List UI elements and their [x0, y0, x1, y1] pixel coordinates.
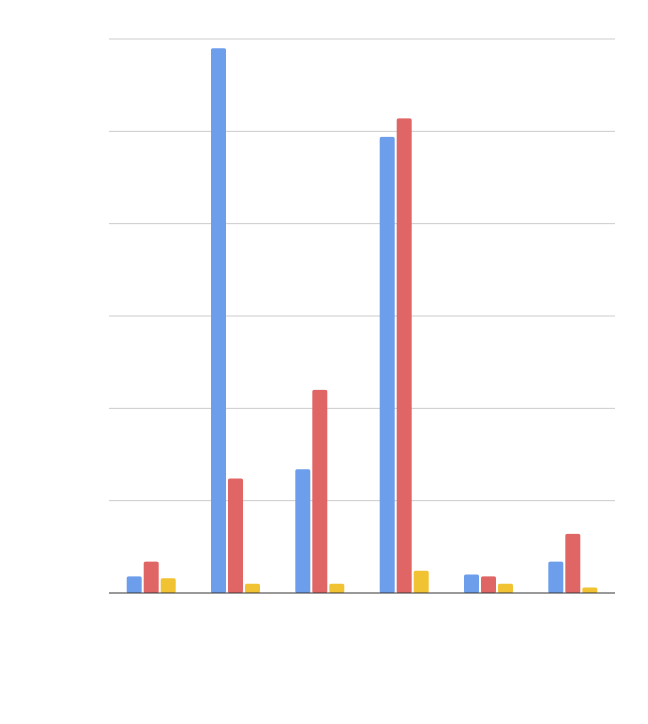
bar-series-2-category-2: [228, 478, 243, 593]
bar-series-1-category-4: [379, 136, 395, 593]
bar-series-1-category-6: [548, 561, 564, 593]
bar-series-3-category-4: [413, 570, 429, 593]
bar-series-3-category-3: [329, 583, 345, 593]
bar-series-3-category-5: [498, 583, 513, 593]
bar-series-2-category-4: [396, 118, 412, 594]
bar-series-3-category-1: [160, 578, 176, 593]
bar-series-1-category-2: [211, 48, 226, 593]
bar-series-3-category-6: [582, 587, 598, 593]
bar-series-2-category-3: [312, 389, 328, 593]
bar-series-3-category-2: [245, 583, 260, 593]
bar-series-2-category-6: [565, 533, 581, 593]
bar-series-2-category-5: [481, 576, 496, 593]
bar-series-1-category-5: [464, 574, 479, 593]
bar-series-1-category-1: [126, 576, 142, 593]
bar-series-2-category-1: [143, 561, 159, 593]
bar-series-1-category-3: [295, 469, 311, 593]
